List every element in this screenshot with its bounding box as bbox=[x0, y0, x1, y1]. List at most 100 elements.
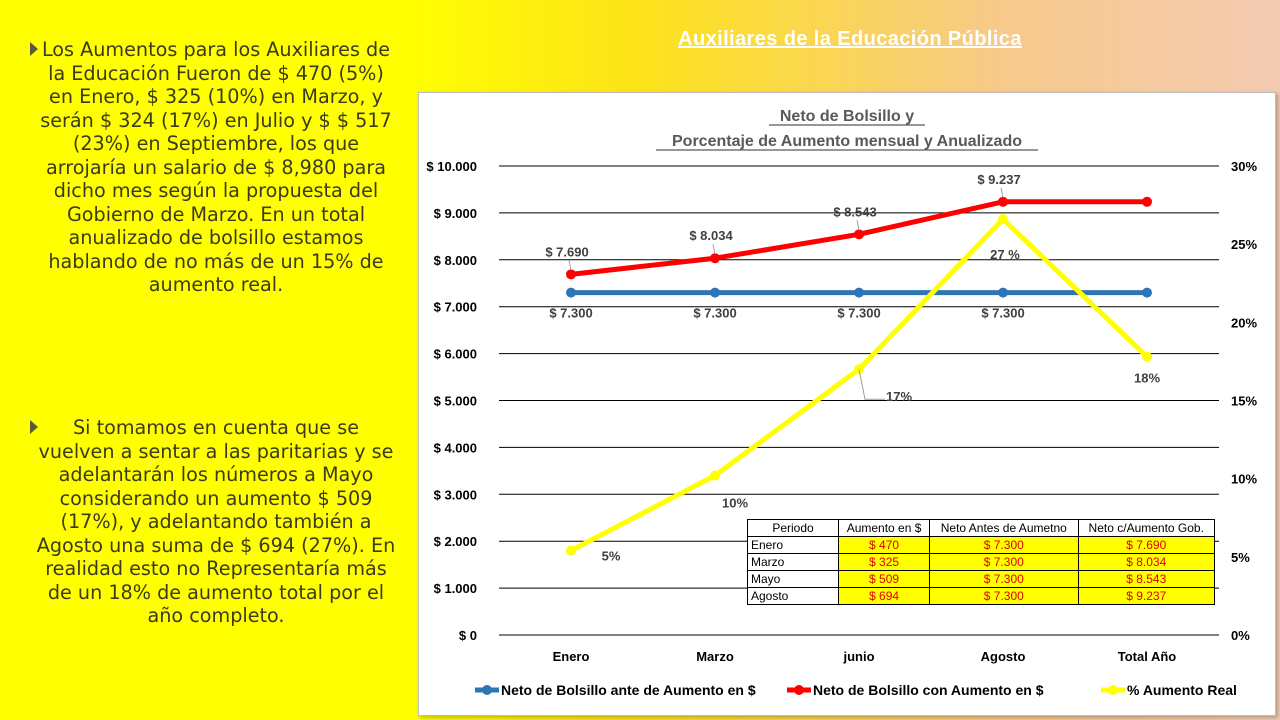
table-cell: $ 8.034 bbox=[1077, 553, 1215, 571]
y-right-tick-label: 5% bbox=[1231, 550, 1250, 565]
data-point bbox=[1142, 196, 1152, 207]
table-cell: Enero bbox=[747, 536, 839, 554]
data-point bbox=[998, 196, 1008, 207]
y-right-tick-label: 15% bbox=[1231, 394, 1257, 409]
table-header: Neto Antes de Aumetno bbox=[929, 519, 1079, 537]
data-point bbox=[1142, 287, 1152, 298]
y-right-tick-label: 0% bbox=[1231, 628, 1250, 643]
table-row: Marzo $ 325 $ 7.300 $ 8.034 bbox=[747, 553, 1215, 571]
x-tick-label: Enero bbox=[553, 649, 590, 664]
table-cell: $ 7.300 bbox=[929, 536, 1079, 554]
data-label: 27 % bbox=[990, 247, 1020, 262]
bullet-item: Los Aumentos para los Auxiliares de la E… bbox=[30, 38, 396, 297]
y-left-tick-label: $ 1.000 bbox=[434, 581, 477, 596]
table-cell: $ 9.237 bbox=[1077, 587, 1215, 605]
chart-title-line-2: Porcentaje de Aumento mensual y Anualiza… bbox=[672, 133, 1022, 150]
y-left-tick-label: $ 9.000 bbox=[434, 206, 477, 221]
legend-marker bbox=[794, 685, 804, 695]
data-label: $ 7.690 bbox=[545, 244, 588, 259]
data-label: 17% bbox=[886, 389, 912, 404]
data-point bbox=[854, 229, 864, 240]
data-label: $ 7.300 bbox=[549, 306, 592, 321]
table-cell: $ 470 bbox=[837, 536, 931, 554]
data-point bbox=[998, 214, 1008, 225]
legend-label: % Aumento Real bbox=[1127, 682, 1237, 698]
y-right-tick-label: 20% bbox=[1231, 315, 1257, 330]
slide-title: Auxiliares de la Educación Pública bbox=[678, 28, 1022, 50]
table-header: Periodo bbox=[747, 519, 839, 537]
y-right-tick-label: 25% bbox=[1231, 237, 1257, 252]
data-point bbox=[998, 287, 1008, 298]
table-cell: $ 7.300 bbox=[929, 587, 1079, 605]
table-cell: $ 7.300 bbox=[929, 570, 1079, 588]
y-left-tick-label: $ 8.000 bbox=[434, 253, 477, 268]
bullet-item: Si tomamos en cuenta que se vuelven a se… bbox=[30, 416, 396, 628]
data-label: $ 9.237 bbox=[977, 172, 1020, 187]
data-label: $ 8.034 bbox=[689, 228, 733, 243]
table-row: Mayo $ 509 $ 7.300 $ 8.543 bbox=[747, 570, 1215, 588]
table-row: Enero $ 470 $ 7.300 $ 7.690 bbox=[747, 536, 1215, 554]
data-label: $ 7.300 bbox=[981, 306, 1024, 321]
table-header-row: Periodo Aumento en $ Neto Antes de Aumet… bbox=[747, 519, 1215, 537]
table-header: Aumento en $ bbox=[837, 519, 931, 537]
series-line bbox=[569, 216, 1149, 553]
x-tick-label: Agosto bbox=[981, 649, 1026, 664]
chart-container: Neto de Bolsillo y Porcentaje de Aumento … bbox=[418, 92, 1276, 716]
x-tick-label: Total Año bbox=[1118, 649, 1177, 664]
y-left-tick-label: $ 2.000 bbox=[434, 534, 477, 549]
y-left-tick-label: $ 3.000 bbox=[434, 487, 477, 502]
line-chart: Neto de Bolsillo y Porcentaje de Aumento … bbox=[426, 108, 1257, 698]
data-label: 10% bbox=[722, 496, 748, 511]
table-cell: $ 7.690 bbox=[1077, 536, 1215, 554]
leader-line bbox=[1000, 187, 1004, 198]
x-tick-label: Marzo bbox=[696, 649, 734, 664]
data-point bbox=[710, 287, 720, 298]
data-point bbox=[566, 287, 576, 298]
table-cell: Mayo bbox=[747, 570, 839, 588]
leader-line bbox=[712, 244, 716, 255]
chart-title-line-1: Neto de Bolsillo y bbox=[780, 108, 914, 125]
data-label: 5% bbox=[602, 549, 621, 564]
left-text-panel: Los Aumentos para los Auxiliares de la E… bbox=[0, 0, 410, 720]
y-left-tick-label: $ 7.000 bbox=[434, 300, 477, 315]
data-label: $ 7.300 bbox=[693, 306, 736, 321]
table-row: Agosto $ 694 $ 7.300 $ 9.237 bbox=[747, 587, 1215, 605]
bullet-text: Los Aumentos para los Auxiliares de la E… bbox=[40, 38, 392, 296]
legend-marker bbox=[1108, 685, 1118, 695]
table-cell: Marzo bbox=[747, 553, 839, 571]
data-label: $ 8.543 bbox=[833, 204, 876, 219]
y-left-tick-label: $ 4.000 bbox=[434, 440, 477, 455]
data-point bbox=[566, 269, 576, 280]
y-left-tick-label: $ 5.000 bbox=[434, 394, 477, 409]
data-label: $ 7.300 bbox=[837, 306, 880, 321]
y-left-tick-label: $ 10.000 bbox=[426, 159, 477, 174]
bullet-arrow-icon bbox=[30, 42, 38, 56]
table-cell: $ 7.300 bbox=[929, 553, 1079, 571]
y-right-tick-label: 10% bbox=[1231, 472, 1257, 487]
data-point bbox=[710, 253, 720, 264]
y-right-tick-label: 30% bbox=[1231, 159, 1257, 174]
leader-line bbox=[568, 260, 572, 271]
data-point bbox=[854, 287, 864, 298]
data-table: Periodo Aumento en $ Neto Antes de Aumet… bbox=[747, 519, 1215, 605]
table-cell: $ 694 bbox=[837, 587, 931, 605]
x-tick-label: junio bbox=[842, 649, 874, 664]
table-cell: Agosto bbox=[747, 587, 839, 605]
data-point bbox=[566, 545, 576, 556]
y-left-tick-label: $ 6.000 bbox=[434, 347, 477, 362]
legend-label: Neto de Bolsillo ante de Aumento en $ bbox=[501, 682, 756, 698]
legend-marker bbox=[482, 685, 492, 695]
bullet-text: Si tomamos en cuenta que se vuelven a se… bbox=[36, 416, 396, 627]
data-point bbox=[710, 470, 720, 481]
data-point bbox=[1142, 351, 1152, 362]
table-cell: $ 325 bbox=[837, 553, 931, 571]
data-label: 18% bbox=[1134, 371, 1160, 386]
y-left-tick-label: $ 0 bbox=[459, 628, 477, 643]
legend-label: Neto de Bolsillo con Aumento en $ bbox=[813, 682, 1044, 698]
bullet-arrow-icon bbox=[30, 420, 38, 434]
leader-line bbox=[858, 369, 885, 400]
leader-line bbox=[856, 220, 860, 231]
table-cell: $ 509 bbox=[837, 570, 931, 588]
table-header: Neto c/Aumento Gob. bbox=[1077, 519, 1215, 537]
table-cell: $ 8.543 bbox=[1077, 570, 1215, 588]
